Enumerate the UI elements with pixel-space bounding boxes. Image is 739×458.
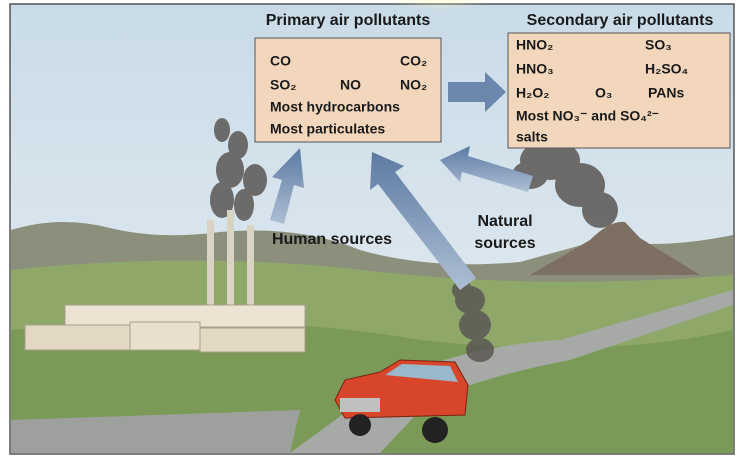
pollutant: CO (270, 53, 291, 69)
secondary-title: Secondary air pollutants (527, 12, 714, 29)
pollutant: PANs (648, 85, 685, 101)
pollutant: Most NO₃⁻ and SO₄²⁻ (516, 108, 659, 124)
pollutant: H₂O₂ (516, 85, 549, 101)
arrows (270, 72, 533, 290)
sun (380, 0, 500, 36)
secondary-box (507, 32, 731, 149)
natural-sources-label: sources (474, 235, 535, 252)
pollutant: O₃ (595, 85, 612, 101)
human-sources-label: Human sources (272, 231, 392, 248)
pollutant: salts (516, 129, 548, 145)
natural-sources-label: Natural (477, 213, 532, 230)
pollutant: HNO₃ (516, 61, 554, 77)
pollutant: SO₂ (270, 77, 296, 93)
road-left (11, 410, 300, 453)
pollutant: Most particulates (270, 121, 385, 137)
pollutant: CO₂ (400, 53, 427, 69)
pollutant: HNO₂ (516, 37, 553, 53)
car (334, 359, 469, 443)
pollutant: H₂SO₄ (645, 61, 688, 77)
primary-title: Primary air pollutants (266, 12, 431, 29)
pollutant: NO (340, 77, 361, 93)
factory (24, 210, 306, 353)
pollutant: NO₂ (400, 77, 427, 93)
volcano (530, 221, 700, 275)
primary-box (254, 37, 442, 143)
primary-items: CO CO₂ SO₂ NO NO₂ Most hydrocarbons Most… (270, 53, 427, 137)
pollutant: Most hydrocarbons (270, 99, 400, 115)
secondary-items: HNO₂ SO₃ HNO₃ H₂SO₄ H₂O₂ O₃ PANs Most NO… (516, 37, 688, 145)
pollutant: SO₃ (645, 37, 672, 53)
